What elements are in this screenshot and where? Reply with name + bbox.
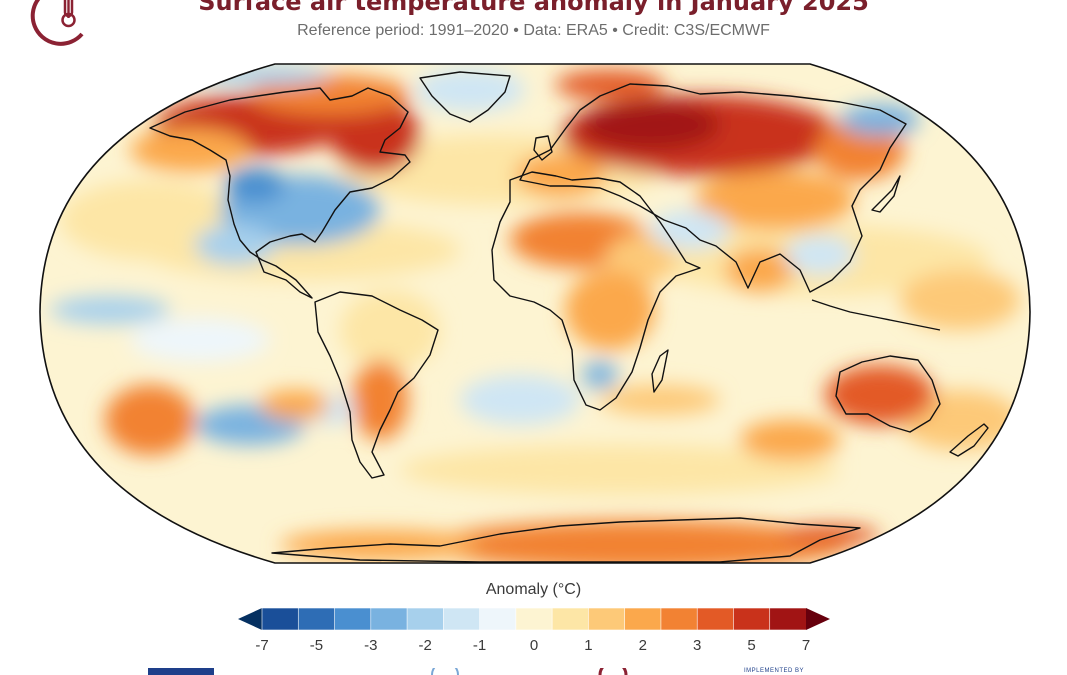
colorbar-tick-label: -3 bbox=[364, 637, 378, 654]
legend-title: Anomaly (°C) bbox=[485, 581, 582, 598]
uk-coastline bbox=[533, 135, 553, 161]
antarctica-coastline bbox=[271, 517, 861, 563]
colorbar-bin bbox=[334, 607, 372, 631]
colorbar-bin bbox=[733, 607, 771, 631]
japan-coastline bbox=[871, 175, 901, 213]
colorbar-tick-label: 5 bbox=[747, 637, 756, 654]
colorbar-tick-label: 7 bbox=[801, 637, 811, 654]
colorbar-bin bbox=[443, 607, 481, 631]
colorbar-tick-label: 2 bbox=[638, 637, 647, 654]
madagascar-coastline bbox=[651, 349, 669, 393]
colorbar-tick-label: -1 bbox=[472, 637, 487, 654]
thermometer-logo-icon bbox=[30, 0, 84, 46]
colorbar-tick-label: -7 bbox=[255, 637, 269, 654]
colorbar-max-arrow bbox=[806, 608, 830, 630]
australia-coastline bbox=[835, 355, 941, 433]
colorbar-bin bbox=[370, 607, 408, 631]
page-title: Surface air temperature anomaly in Janua… bbox=[198, 0, 869, 16]
colorbar-tick-label: 0 bbox=[529, 637, 539, 654]
coastlines bbox=[149, 71, 989, 563]
colorbar-bin bbox=[406, 607, 445, 631]
africa-eurasia-coastline bbox=[491, 171, 701, 411]
colorbar-bin bbox=[696, 607, 735, 631]
greenland-coastline bbox=[419, 71, 511, 123]
colorbar-bin bbox=[479, 607, 517, 631]
colorbar-tick-label: -2 bbox=[418, 637, 432, 654]
north-america-coastline bbox=[149, 87, 411, 299]
copernicus-logo-icon bbox=[431, 668, 459, 675]
new-zealand-coastline bbox=[949, 423, 989, 457]
eurasia-coastline bbox=[519, 83, 907, 293]
colorbar-bin bbox=[515, 607, 553, 631]
colorbar-tick-label: 3 bbox=[693, 637, 702, 654]
colorbar-min-arrow bbox=[238, 608, 262, 630]
colorbar-bin bbox=[297, 607, 336, 631]
c3s-logo-icon bbox=[598, 668, 628, 675]
globe-outline bbox=[39, 63, 1031, 564]
colorbar-bin bbox=[660, 607, 699, 631]
colorbar-bin bbox=[588, 607, 626, 631]
eu-flag-logo bbox=[148, 668, 214, 675]
anomaly-field bbox=[40, 64, 1030, 563]
colorbar-tick-label: -5 bbox=[309, 637, 324, 654]
colorbar-bin bbox=[624, 607, 662, 631]
south-america-coastline bbox=[314, 291, 439, 479]
colorbar-tick-label: 1 bbox=[584, 637, 593, 654]
indonesia-coastline bbox=[811, 299, 941, 331]
colorbar-bin bbox=[551, 607, 590, 631]
colorbar-bin bbox=[769, 607, 807, 631]
page-subtitle: Reference period: 1991–2020 • Data: ERA5… bbox=[297, 22, 770, 39]
implemented-by-label: IMPLEMENTED BY bbox=[744, 668, 805, 674]
colorbar-bin bbox=[261, 607, 300, 631]
